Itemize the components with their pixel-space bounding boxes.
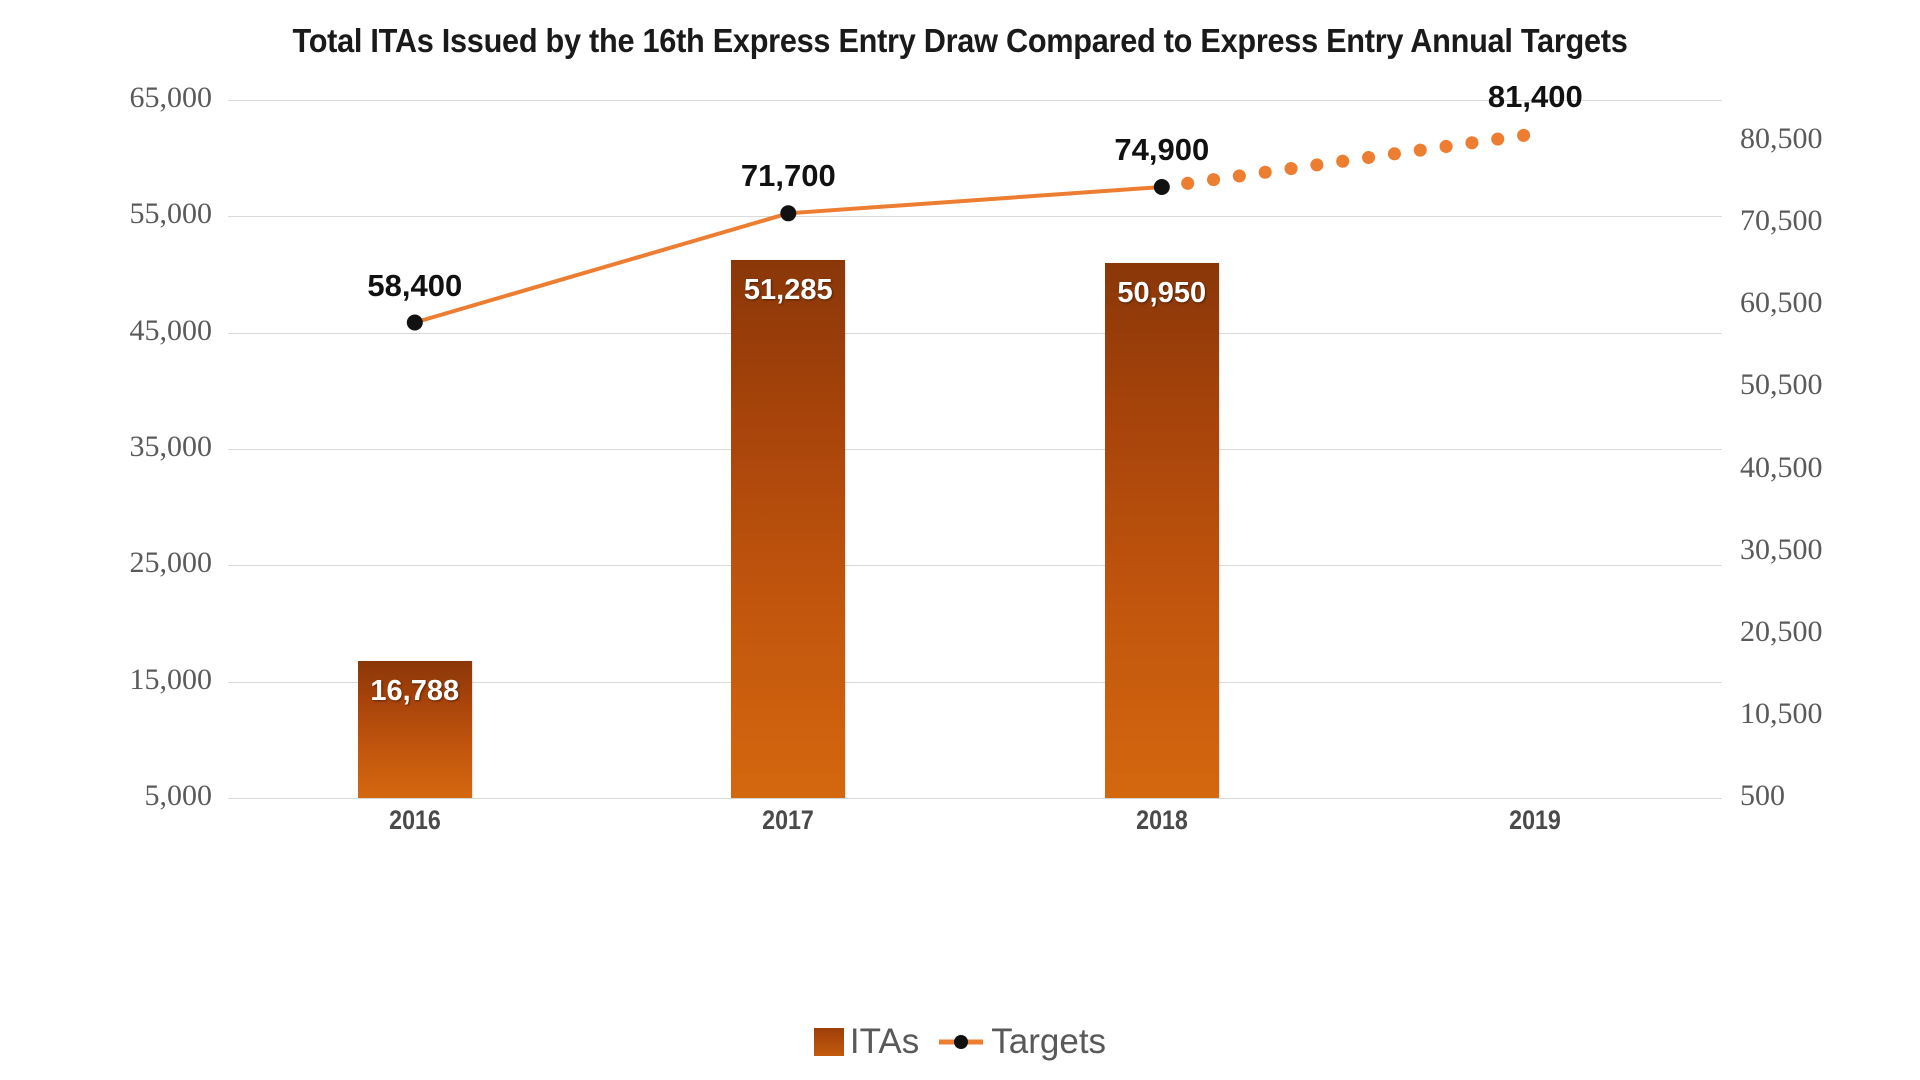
bar-2017[interactable]: 51,285 [731, 259, 846, 798]
target-value-label-2017: 71,700 [740, 158, 836, 194]
right-axis-tick-label: 50,500 [1740, 368, 1823, 402]
bar-value-label: 16,788 [370, 674, 460, 707]
right-axis-tick-label: 80,500 [1740, 122, 1823, 156]
legend-label: ITAs [849, 1022, 920, 1061]
right-axis-tick-label: 40,500 [1740, 450, 1823, 484]
left-axis-tick-label: 55,000 [129, 197, 213, 231]
plot-area: 16,788 51,285 50,950 58,400 71,700 74,900 81,… [228, 79, 1722, 799]
target-marker-2018[interactable] [1153, 179, 1170, 195]
right-value-axis: 80,500 70,500 60,500 50,500 40,500 30,500 20,5… [1740, 100, 1910, 812]
left-axis-tick-label: 5,000 [144, 779, 213, 812]
right-axis-tick-label: 500 [1740, 779, 1785, 812]
left-axis-tick-label: 15,000 [129, 662, 213, 696]
category-label-2019: 2019 [1509, 805, 1562, 835]
legend-bar-swatch-icon [813, 1028, 844, 1056]
target-value-label-2019: 81,400 [1487, 78, 1583, 114]
bar-2016[interactable]: 16,788 [357, 660, 472, 798]
chart-title: Total ITAs Issued by the 16th Express En… [292, 22, 1628, 59]
left-value-axis: 65,000 55,000 45,000 35,000 25,000 15,000 5,00… [60, 81, 213, 812]
gridline [228, 681, 1722, 683]
target-marker-2016[interactable] [406, 314, 423, 331]
gridline [228, 100, 1722, 101]
target-marker-2017[interactable] [780, 205, 797, 222]
legend-label: Targets [991, 1022, 1107, 1061]
bar-value-label: 50,950 [1117, 277, 1207, 310]
category-label-2016: 2016 [388, 805, 441, 835]
left-axis-tick-label: 35,000 [129, 430, 213, 463]
gridline [228, 449, 1722, 450]
legend-item-targets[interactable]: Targets [937, 1022, 1106, 1062]
bar-value-label: 51,285 [743, 273, 833, 306]
right-axis-tick-label: 10,500 [1740, 696, 1823, 730]
gridline [228, 332, 1722, 334]
left-axis-tick-label: 65,000 [129, 81, 213, 114]
gridline [228, 216, 1722, 218]
target-line-forecast-dotted [1155, 127, 1542, 194]
gridline [228, 565, 1722, 567]
target-value-label-2018: 74,900 [1114, 132, 1210, 168]
right-axis-tick-label: 20,500 [1740, 614, 1823, 648]
left-axis-tick-label: 25,000 [129, 546, 213, 580]
right-axis-tick-label: 30,500 [1740, 532, 1823, 566]
right-axis-tick-label: 60,500 [1740, 286, 1823, 320]
category-axis: 2016 2017 2018 2019 [228, 805, 1722, 851]
left-axis-tick-label: 45,000 [129, 313, 213, 347]
bar-2018[interactable]: 50,950 [1104, 263, 1219, 798]
target-value-label-2016: 58,400 [367, 267, 463, 303]
gridline [228, 798, 1722, 799]
right-axis-tick-label: 70,500 [1740, 204, 1823, 238]
legend-line-marker-icon [939, 1035, 984, 1049]
category-label-2017: 2017 [762, 805, 815, 835]
category-label-2018: 2018 [1135, 805, 1188, 835]
legend-item-itas[interactable]: ITAs [813, 1022, 920, 1062]
chart-legend: ITAs Targets [0, 1022, 1920, 1062]
